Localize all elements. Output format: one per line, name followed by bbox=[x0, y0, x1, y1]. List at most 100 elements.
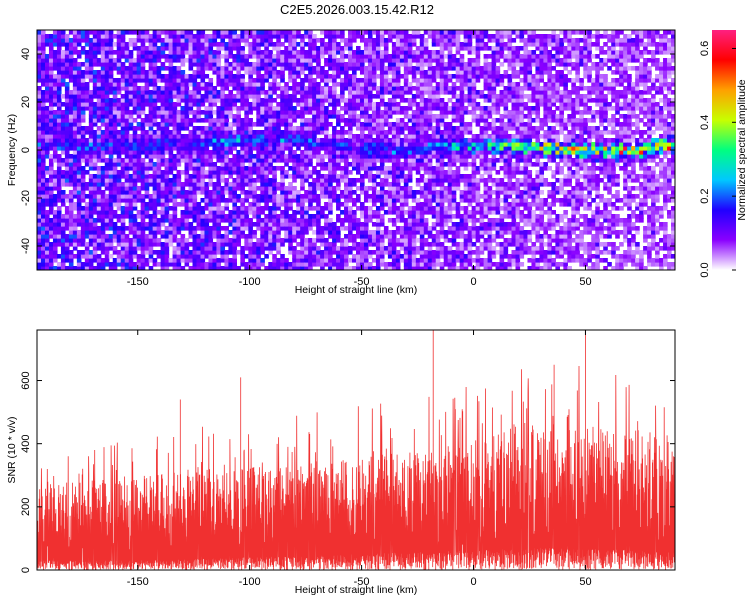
spectrogram-cell bbox=[236, 238, 241, 243]
spectrogram-cell bbox=[92, 250, 98, 255]
spectrogram-cell bbox=[108, 90, 114, 95]
spectrogram-cell bbox=[379, 246, 385, 251]
spectrogram-cell bbox=[256, 186, 261, 191]
spectrogram-cell bbox=[232, 198, 237, 203]
spectrogram-cell bbox=[252, 266, 257, 270]
spectrogram-cell bbox=[344, 186, 349, 191]
spectrogram-cell bbox=[356, 158, 361, 163]
spectrogram-cell bbox=[120, 138, 126, 143]
spectrogram-cell bbox=[300, 202, 305, 207]
spectrogram-cell bbox=[192, 110, 198, 115]
spectrogram-cell bbox=[220, 86, 226, 91]
spectrogram-cell bbox=[240, 46, 245, 51]
spectrogram-cell bbox=[375, 86, 381, 91]
spectrogram-cell bbox=[184, 210, 190, 215]
spectrogram-cell bbox=[348, 222, 353, 227]
spectrogram-cell bbox=[403, 34, 409, 39]
spectrogram-cell bbox=[37, 222, 42, 227]
spectrogram-cell bbox=[148, 266, 154, 270]
spectrogram-cell bbox=[72, 110, 78, 115]
spectrogram-cell bbox=[272, 42, 277, 47]
spectrogram-cell bbox=[120, 66, 126, 71]
spectrogram-cell bbox=[252, 202, 257, 207]
spectrogram-cell bbox=[196, 190, 202, 195]
spectrogram-cell bbox=[156, 250, 162, 255]
spectrogram-cell bbox=[240, 62, 245, 67]
spectrogram-cell bbox=[192, 158, 198, 163]
spectrogram-cell bbox=[328, 206, 333, 211]
spectrogram-cell bbox=[336, 62, 341, 67]
spectrogram-cell bbox=[367, 82, 373, 87]
spectrogram-cell bbox=[352, 70, 357, 75]
spectrogram-cell bbox=[212, 222, 218, 227]
spectrogram-cell bbox=[240, 218, 245, 223]
spectrogram-cell bbox=[136, 230, 142, 235]
spectrogram-cell bbox=[208, 206, 214, 211]
spectrogram-cell bbox=[76, 186, 82, 191]
spectrogram-cell bbox=[80, 98, 86, 103]
spectrogram-cell bbox=[37, 74, 42, 79]
spectrogram-cell bbox=[363, 162, 369, 167]
spectrogram-cell bbox=[240, 134, 245, 139]
spectrogram-cell bbox=[108, 98, 114, 103]
spectrogram-cell bbox=[212, 206, 218, 211]
spectrogram-cell bbox=[244, 94, 249, 99]
spectrogram-cell bbox=[308, 254, 313, 259]
spectrogram-cell bbox=[328, 194, 333, 199]
spectrogram-cell bbox=[104, 42, 110, 47]
spectrogram-cell bbox=[216, 114, 222, 119]
spectrogram-cell bbox=[272, 178, 277, 183]
spectrogram-cell bbox=[152, 66, 158, 71]
spectrogram-cell bbox=[288, 34, 293, 39]
spectrogram-cell bbox=[52, 234, 58, 239]
spectrogram-cell bbox=[40, 194, 46, 199]
spectrogram-cell bbox=[407, 250, 413, 255]
spectrogram-cell bbox=[224, 242, 229, 247]
spectrogram-cell bbox=[288, 234, 293, 239]
spectrogram-cell bbox=[44, 182, 50, 187]
spectrogram-cell bbox=[144, 114, 150, 119]
spectrogram-cell bbox=[200, 174, 206, 179]
spectrogram-cell bbox=[188, 94, 194, 99]
spectrogram-cell bbox=[184, 106, 190, 111]
spectrogram-cell bbox=[359, 250, 365, 255]
spectrogram-cell bbox=[308, 46, 313, 51]
spectrogram-cell bbox=[308, 122, 313, 127]
spectrogram-cell bbox=[336, 250, 341, 255]
spectrogram-cell bbox=[212, 166, 218, 171]
spectrogram-cell bbox=[72, 130, 78, 135]
spectrogram-cell bbox=[96, 106, 102, 111]
spectrogram-cell bbox=[136, 34, 142, 39]
spectrogram-cell bbox=[356, 234, 361, 239]
spectrogram-cell bbox=[76, 234, 82, 239]
spectrogram-cell bbox=[188, 150, 194, 155]
spectrogram-cell bbox=[367, 230, 373, 235]
spectrogram-cell bbox=[152, 94, 158, 99]
spectrogram-cell bbox=[399, 210, 405, 215]
spectrogram-cell bbox=[296, 58, 301, 63]
spectrogram-cell bbox=[312, 126, 317, 131]
spectrogram-cell bbox=[312, 54, 317, 59]
spectrogram-cell bbox=[56, 254, 62, 259]
spectrogram-cell bbox=[371, 78, 377, 83]
spectrogram-cell bbox=[156, 154, 162, 159]
spectrogram-cell bbox=[100, 86, 106, 91]
spectrogram-cell bbox=[152, 242, 158, 247]
spectrogram-cell bbox=[56, 234, 62, 239]
spectrogram-cell bbox=[216, 130, 222, 135]
spectrogram-cell bbox=[383, 118, 389, 123]
spectrogram-cell bbox=[92, 178, 98, 183]
spectrogram-cell bbox=[383, 246, 389, 251]
spectrogram-cell bbox=[128, 62, 134, 67]
spectrogram-cell bbox=[112, 258, 118, 263]
spectrogram-cell bbox=[128, 202, 134, 207]
spectrogram-cell bbox=[92, 34, 98, 39]
spectrogram-cell bbox=[407, 230, 413, 235]
spectrogram-cell bbox=[244, 110, 249, 115]
spectrogram-cell bbox=[292, 130, 297, 135]
spectrogram-cell bbox=[240, 34, 245, 39]
spectrogram-cell bbox=[196, 42, 202, 47]
spectrogram-cell bbox=[395, 230, 401, 235]
spectrogram-cell bbox=[391, 222, 397, 227]
spectrogram-cell bbox=[52, 142, 58, 147]
